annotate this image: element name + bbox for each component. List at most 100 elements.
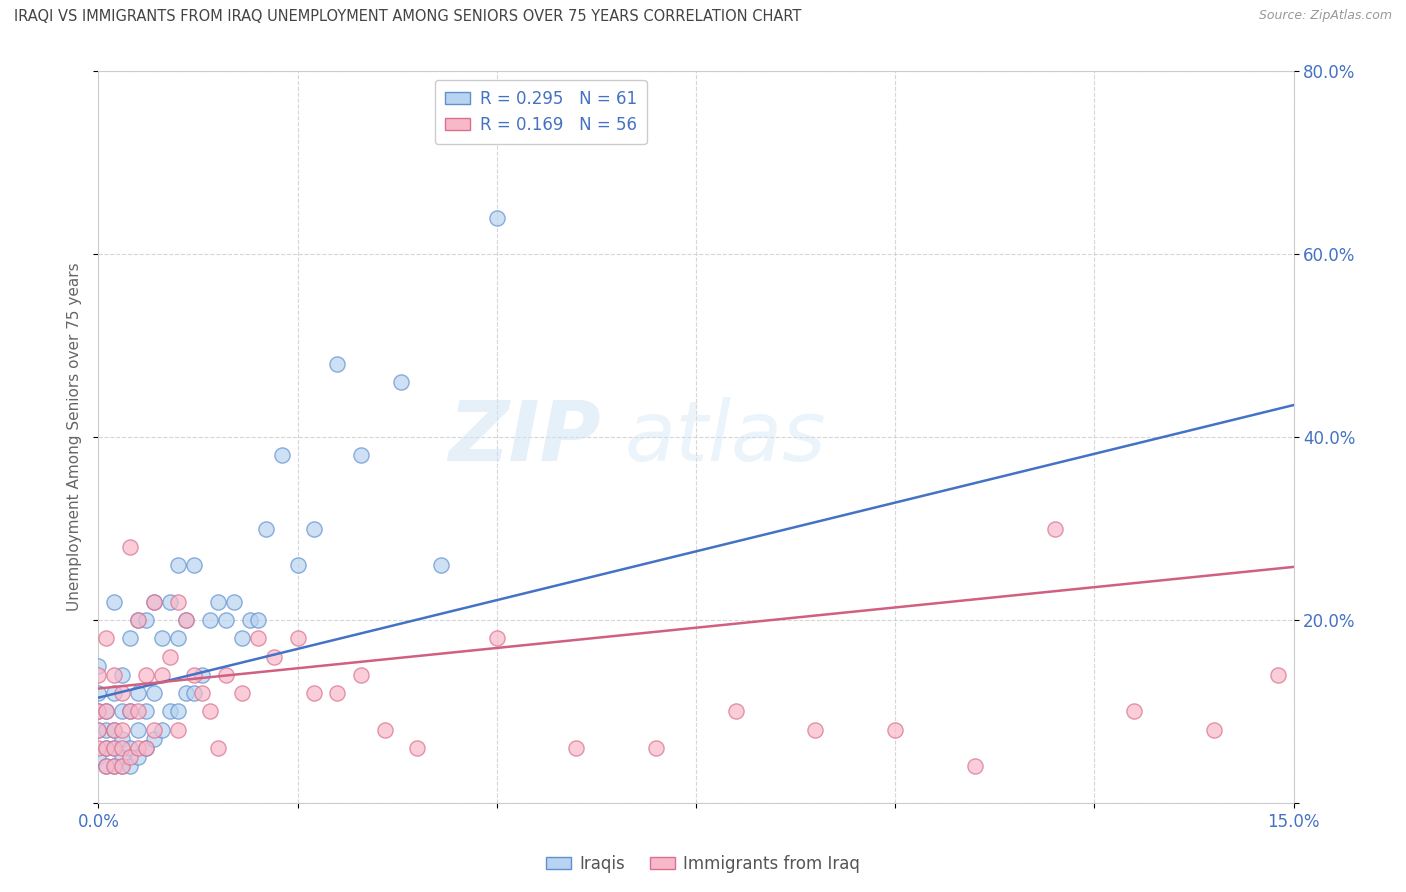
- Point: [87, 686, 110, 700]
- Point: [159, 705, 181, 719]
- Point: [150, 632, 173, 646]
- Point: [159, 649, 181, 664]
- Point: [1043, 521, 1066, 535]
- Point: [150, 667, 173, 681]
- Point: [167, 705, 190, 719]
- Point: [103, 667, 125, 681]
- Point: [103, 594, 125, 608]
- Point: [198, 613, 221, 627]
- Point: [174, 613, 197, 627]
- Point: [87, 750, 110, 764]
- Point: [127, 613, 149, 627]
- Point: [215, 667, 238, 681]
- Point: [111, 759, 134, 773]
- Point: [326, 357, 349, 371]
- Point: [1202, 723, 1225, 737]
- Point: [143, 731, 166, 746]
- Point: [302, 686, 325, 700]
- Point: [167, 594, 190, 608]
- Point: [239, 613, 262, 627]
- Point: [111, 667, 134, 681]
- Text: IRAQI VS IMMIGRANTS FROM IRAQ UNEMPLOYMENT AMONG SENIORS OVER 75 YEARS CORRELATI: IRAQI VS IMMIGRANTS FROM IRAQ UNEMPLOYME…: [14, 9, 801, 24]
- Point: [183, 558, 205, 573]
- Point: [120, 759, 142, 773]
- Legend: R = 0.295   N = 61, R = 0.169   N = 56: R = 0.295 N = 61, R = 0.169 N = 56: [434, 79, 647, 144]
- Point: [485, 632, 508, 646]
- Point: [120, 632, 142, 646]
- Point: [174, 613, 197, 627]
- Point: [246, 632, 269, 646]
- Point: [120, 740, 142, 755]
- Y-axis label: Unemployment Among Seniors over 75 years: Unemployment Among Seniors over 75 years: [67, 263, 83, 611]
- Point: [135, 613, 157, 627]
- Point: [326, 686, 349, 700]
- Point: [127, 613, 149, 627]
- Point: [120, 705, 142, 719]
- Point: [96, 759, 118, 773]
- Point: [884, 723, 907, 737]
- Point: [183, 667, 205, 681]
- Point: [135, 667, 157, 681]
- Point: [143, 686, 166, 700]
- Point: [215, 613, 238, 627]
- Point: [254, 521, 277, 535]
- Point: [191, 686, 214, 700]
- Point: [103, 723, 125, 737]
- Point: [111, 731, 134, 746]
- Point: [87, 705, 110, 719]
- Point: [143, 594, 166, 608]
- Point: [96, 740, 118, 755]
- Point: [120, 705, 142, 719]
- Point: [191, 667, 214, 681]
- Point: [207, 594, 229, 608]
- Point: [87, 705, 110, 719]
- Point: [120, 750, 142, 764]
- Point: [174, 686, 197, 700]
- Point: [270, 449, 292, 463]
- Point: [350, 449, 373, 463]
- Point: [302, 521, 325, 535]
- Point: [96, 705, 118, 719]
- Point: [167, 632, 190, 646]
- Point: [103, 740, 125, 755]
- Point: [103, 723, 125, 737]
- Text: atlas: atlas: [624, 397, 825, 477]
- Point: [406, 740, 429, 755]
- Point: [96, 723, 118, 737]
- Point: [246, 613, 269, 627]
- Point: [111, 759, 134, 773]
- Point: [287, 632, 309, 646]
- Point: [120, 540, 142, 554]
- Text: Source: ZipAtlas.com: Source: ZipAtlas.com: [1258, 9, 1392, 22]
- Point: [135, 740, 157, 755]
- Point: [127, 750, 149, 764]
- Point: [167, 723, 190, 737]
- Point: [87, 667, 110, 681]
- Point: [87, 658, 110, 673]
- Point: [150, 723, 173, 737]
- Point: [143, 594, 166, 608]
- Point: [350, 667, 373, 681]
- Point: [167, 558, 190, 573]
- Point: [111, 705, 134, 719]
- Point: [645, 740, 668, 755]
- Point: [127, 723, 149, 737]
- Point: [96, 705, 118, 719]
- Point: [1123, 705, 1146, 719]
- Point: [103, 759, 125, 773]
- Point: [135, 740, 157, 755]
- Legend: Iraqis, Immigrants from Iraq: Iraqis, Immigrants from Iraq: [538, 848, 868, 880]
- Point: [111, 740, 134, 755]
- Point: [724, 705, 747, 719]
- Point: [135, 705, 157, 719]
- Point: [231, 686, 253, 700]
- Point: [127, 705, 149, 719]
- Point: [87, 723, 110, 737]
- Point: [111, 686, 134, 700]
- Point: [1267, 667, 1289, 681]
- Text: ZIP: ZIP: [447, 397, 600, 477]
- Point: [159, 594, 181, 608]
- Point: [374, 723, 396, 737]
- Point: [103, 759, 125, 773]
- Point: [389, 376, 412, 390]
